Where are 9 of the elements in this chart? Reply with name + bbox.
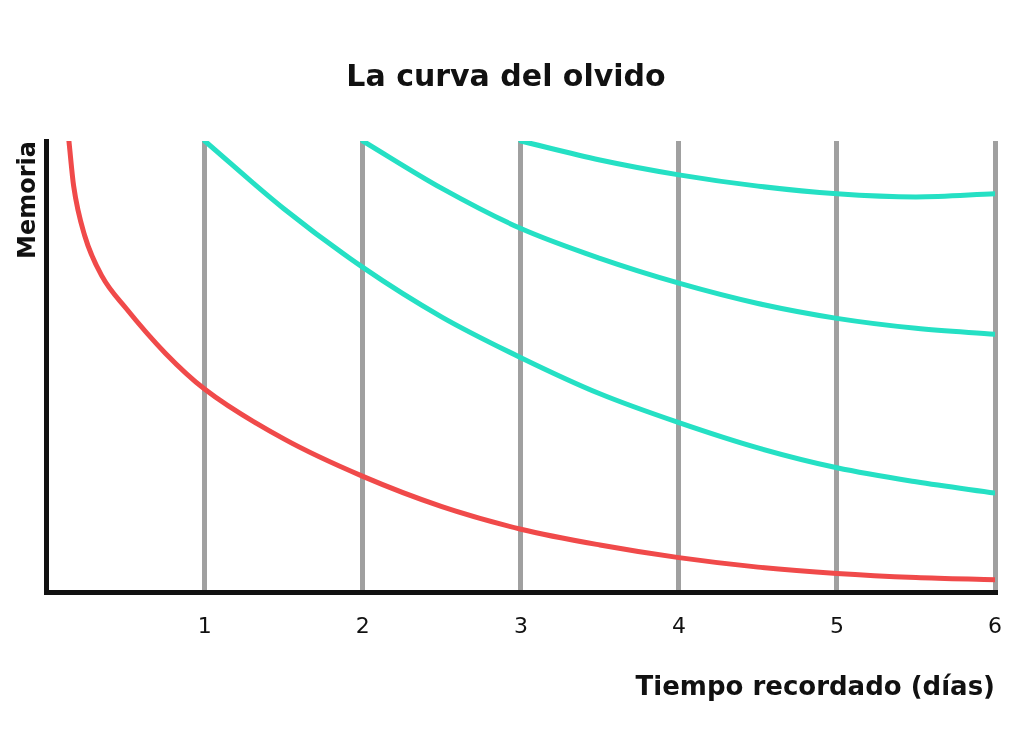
x-tick-label: 2 — [355, 613, 370, 639]
chart-title: La curva del olvido — [346, 57, 666, 93]
x-tick-label: 4 — [671, 613, 686, 639]
x-axis-title: Tiempo recordado (días) — [635, 671, 995, 702]
y-axis-title: Memoria — [12, 141, 41, 259]
x-tick-label: 3 — [513, 613, 528, 639]
x-tick-label: 5 — [829, 613, 844, 639]
x-tick-label: 1 — [197, 613, 212, 639]
x-tick-label: 6 — [988, 613, 1002, 639]
